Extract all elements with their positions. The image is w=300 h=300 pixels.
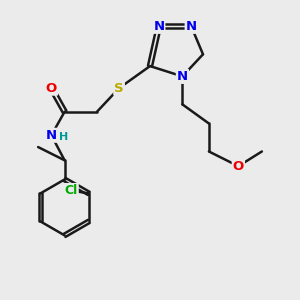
Text: S: S [114,82,124,95]
Text: Cl: Cl [64,184,78,197]
Text: N: N [153,20,164,33]
Text: O: O [233,160,244,173]
Text: N: N [46,129,57,142]
Text: N: N [177,70,188,83]
Text: O: O [46,82,57,95]
Text: N: N [186,20,197,33]
Text: H: H [59,132,68,142]
